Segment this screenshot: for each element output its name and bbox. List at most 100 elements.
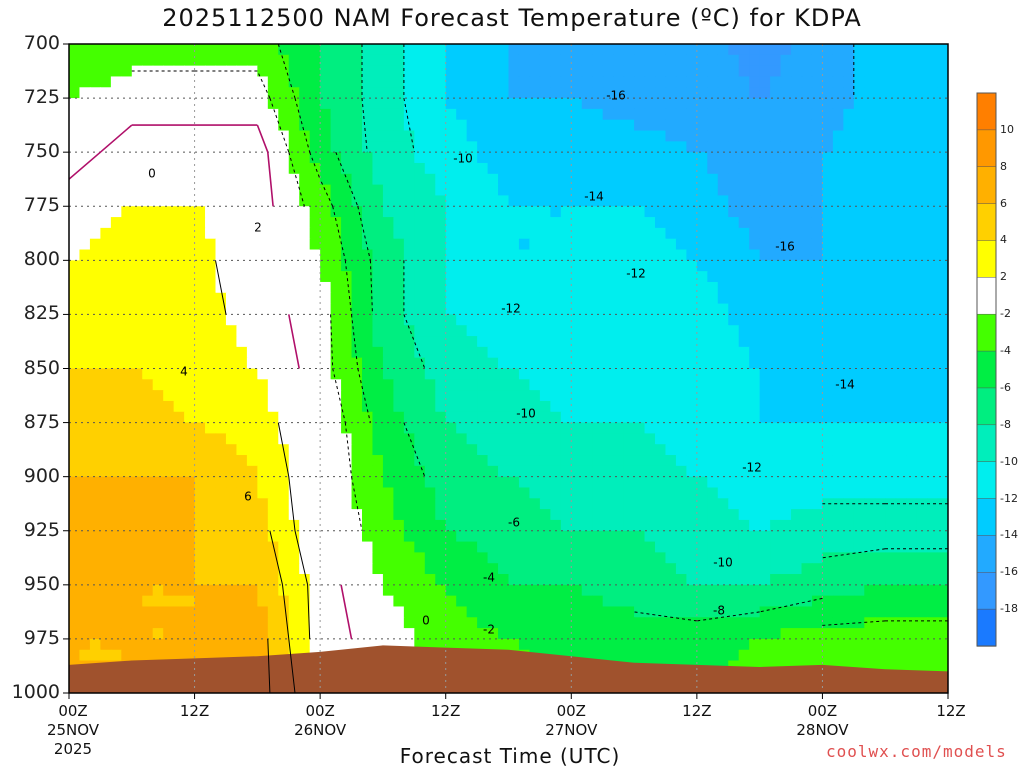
temp-cell: [498, 563, 510, 575]
temp-cell: [937, 660, 948, 672]
temp-cell: [435, 54, 447, 67]
temp-cell: [278, 606, 290, 618]
temp-cell: [906, 595, 918, 608]
temp-cell: [288, 509, 300, 521]
temp-cell: [435, 444, 447, 456]
temp-cell: [372, 195, 384, 207]
temp-cell: [874, 357, 886, 370]
temp-cell: [79, 552, 91, 564]
temp-cell: [832, 541, 844, 553]
temp-cell: [152, 519, 164, 532]
temp-cell: [372, 152, 384, 164]
temp-cell: [257, 314, 269, 326]
temp-cell: [623, 476, 635, 489]
temp-cell: [916, 108, 928, 121]
temp-cell: [770, 498, 782, 510]
temp-cell: [550, 227, 562, 240]
temp-cell: [194, 76, 206, 88]
temp-cell: [246, 519, 258, 532]
temp-cell: [487, 541, 499, 553]
temp-cell: [424, 574, 436, 586]
temp-cell: [592, 184, 604, 197]
temp-cell: [885, 119, 897, 132]
temp-cell: [456, 260, 468, 272]
temp-cell: [864, 76, 876, 88]
temp-cell: [937, 336, 948, 348]
temp-cell: [225, 509, 238, 521]
temp-cell: [351, 130, 363, 142]
temp-cell: [675, 249, 687, 261]
temp-cell: [895, 271, 907, 283]
temp-cell: [487, 184, 499, 197]
temp-cell: [456, 346, 468, 359]
temp-cell: [288, 206, 300, 218]
temp-cell: [424, 357, 436, 370]
temp-cell: [351, 422, 363, 434]
temp-cell: [299, 400, 311, 413]
temp-cell: [205, 130, 217, 142]
temp-cell: [686, 227, 698, 240]
temp-cell: [780, 119, 792, 132]
temp-cell: [477, 314, 489, 326]
temp-cell: [665, 162, 677, 175]
temp-cell: [487, 141, 499, 153]
temp-cell: [843, 227, 855, 240]
temp-cell: [759, 411, 771, 424]
temp-cell: [707, 552, 719, 564]
temp-cell: [278, 541, 290, 553]
temp-cell: [341, 552, 353, 564]
temp-cell: [456, 606, 468, 618]
temp-cell: [696, 552, 708, 564]
temp-cell: [445, 444, 457, 456]
temp-cell: [539, 260, 551, 272]
temp-cell: [152, 552, 164, 564]
temp-cell: [738, 455, 750, 467]
temp-cell: [623, 411, 635, 424]
temp-cell: [246, 44, 258, 56]
temp-cell: [832, 552, 844, 564]
temp-cell: [560, 141, 572, 153]
temp-cell: [184, 455, 196, 467]
temp-cell: [675, 346, 687, 359]
temp-cell: [738, 195, 750, 207]
temp-cell: [791, 54, 803, 67]
temp-cell: [927, 390, 939, 402]
temp-cell: [927, 54, 939, 67]
temp-cell: [759, 173, 771, 186]
temp-cell: [759, 390, 771, 402]
temp-cell: [592, 238, 604, 251]
temp-cell: [613, 379, 625, 391]
temp-cell: [602, 563, 614, 575]
temp-cell: [173, 346, 185, 359]
temp-cell: [79, 281, 91, 294]
temp-cell: [487, 325, 499, 337]
temp-cell: [592, 119, 604, 132]
temp-cell: [592, 206, 604, 218]
temp-cell: [832, 87, 844, 99]
temp-cell: [759, 336, 771, 348]
temp-cell: [738, 530, 750, 543]
temp-cell: [539, 98, 551, 110]
temp-cell: [613, 281, 625, 294]
temp-cell: [445, 638, 457, 651]
temp-cell: [508, 422, 520, 434]
temp-cell: [267, 54, 279, 67]
temp-cell: [801, 606, 813, 618]
temp-cell: [299, 552, 311, 564]
temp-cell: [560, 184, 572, 197]
temp-cell: [927, 455, 939, 467]
temp-cell: [874, 325, 886, 337]
temp-cell: [822, 292, 834, 305]
temp-cell: [843, 206, 855, 218]
temp-cell: [937, 368, 948, 380]
temp-cell: [79, 206, 91, 218]
temp-cell: [665, 44, 677, 56]
temp-cell: [864, 108, 876, 121]
temp-cell: [560, 476, 572, 489]
temp-cell: [675, 336, 687, 348]
temp-cell: [675, 584, 687, 597]
temp-cell: [225, 281, 238, 294]
temp-cell: [184, 76, 196, 88]
temp-cell: [498, 595, 510, 608]
